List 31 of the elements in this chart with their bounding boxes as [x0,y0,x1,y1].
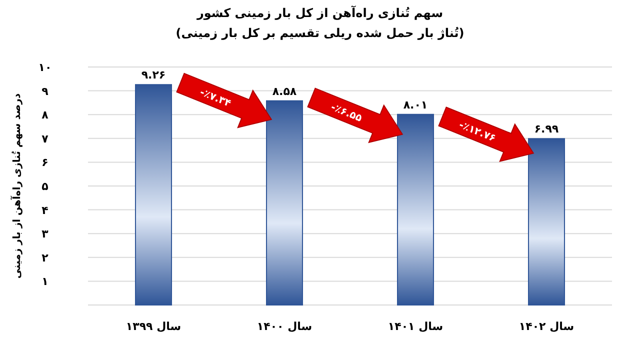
data-label: ۶.۹۹ [534,122,559,136]
y-tick-label: ۴ [42,204,49,217]
chart-title: سهم تُنازی راه‌آهن از کل بار زمینی کشور [196,5,444,20]
chart-subtitle: (تُناژ بار حمل شده ریلی تقسیم بر کل بار زمینی) [176,26,464,40]
y-tick-label: ۲ [42,251,49,264]
picture-arrow: -٪۱۲.۷۶ [438,106,534,162]
bar [135,84,172,306]
picture-arrow: -٪۶.۵۵ [307,88,404,144]
y-tick-label: ۳ [42,228,49,241]
picture-arrow: -٪۷.۳۴ [176,72,272,128]
y-axis-title: درصد سهم تُنازی راه‌آهن از بار زمینی [10,93,23,279]
data-label: ۹.۲۶ [141,68,166,82]
annotation: -٪۷.۳۴ [198,87,232,110]
y-tick-label: ۹ [42,84,49,98]
x-tick-label: سال ۱۴۰۱ [388,320,444,333]
y-tick-label: ۶ [42,156,48,170]
y-tick-label: ۱۰ [38,61,52,74]
bar [528,138,565,306]
data-label: ۸.۵۸ [272,84,297,98]
x-tick-label: سال ۱۴۰۲ [518,320,574,333]
bar [266,100,303,306]
y-tick-label: ۸ [42,108,49,122]
annotation: -٪۱۲.۷۶ [457,120,498,144]
data-label: ۸.۰۱ [403,98,428,112]
y-tick-label: ۷ [42,132,49,146]
x-tick-label: سال ۱۴۰۰ [256,320,312,333]
bar [397,114,434,306]
y-tick-label: ۵ [42,180,49,193]
x-tick-label: سال ۱۳۹۹ [126,320,182,333]
y-tick-label: ۱ [42,275,48,288]
annotation: -٪۶.۵۵ [329,102,364,124]
